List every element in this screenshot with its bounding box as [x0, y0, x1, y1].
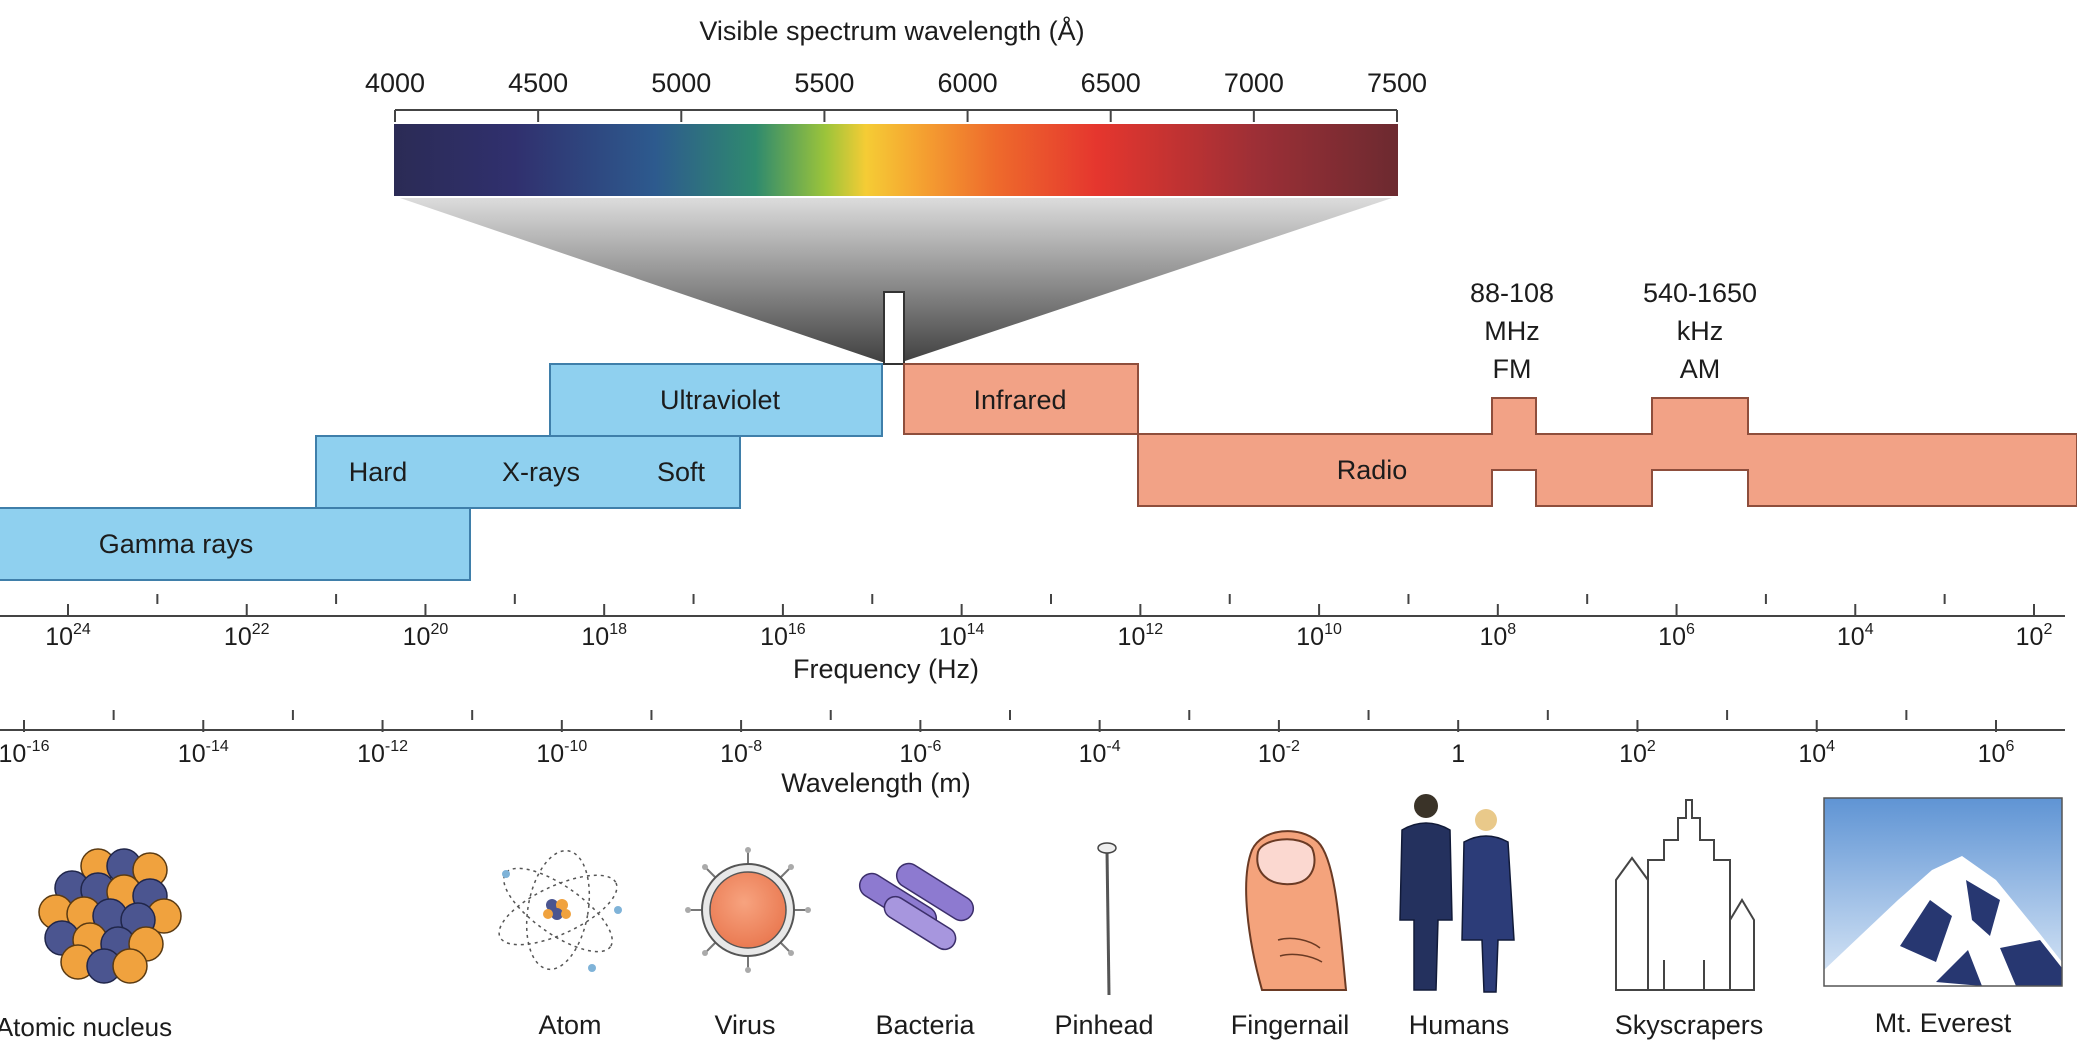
ultraviolet-band [549, 363, 883, 437]
axis-tick-label: 10-2 [1258, 738, 1300, 768]
fm-unit-label: MHz [1484, 316, 1540, 346]
radio-band [1137, 397, 2077, 507]
gamma-rays-label: Gamma rays [99, 529, 254, 559]
fingernail-label: Fingernail [1231, 1010, 1350, 1040]
frequency-axis-label: Frequency (Hz) [793, 654, 979, 684]
atomic-nucleus-icon [38, 848, 182, 984]
axis-tick-label: 1012 [1118, 621, 1164, 651]
axis-tick-label: 10-16 [0, 738, 50, 768]
humans-label: Humans [1409, 1010, 1510, 1040]
atom-icon [498, 849, 618, 971]
fingernail-icon [1245, 830, 1348, 991]
spectrum-tick-label: 4000 [365, 68, 425, 98]
axis-tick-label: 10-6 [899, 738, 941, 768]
wavelength-axis-tick-labels: 10-16 10-14 10-12 10-10 10-8 10-6 10-4 10-2 1 102… [0, 738, 2014, 768]
wavelength-axis-ticks [23, 710, 1997, 732]
frequency-axis-ticks [67, 594, 2035, 616]
visible-window-marker [883, 291, 905, 365]
axis-tick-label: 1010 [1296, 621, 1342, 651]
skyscrapers-icon [1615, 799, 1755, 991]
mountain-icon [1823, 797, 2063, 987]
visible-spectrum-bar [394, 124, 1398, 196]
axis-tick-label: 10-4 [1079, 738, 1121, 768]
bacteria-icon [858, 862, 975, 951]
axis-tick-label: 10-14 [178, 738, 229, 768]
axis-tick-label: 108 [1479, 621, 1516, 651]
axis-tick-label: 1024 [45, 621, 91, 651]
spectrum-tick-label: 7000 [1224, 68, 1284, 98]
ultraviolet-label: Ultraviolet [660, 385, 781, 415]
spectrum-tick-label: 4500 [508, 68, 568, 98]
radio-label: Radio [1337, 455, 1408, 485]
wavelength-axis-label: Wavelength (m) [781, 768, 971, 798]
frequency-axis-tick-labels: 1024 1022 1020 1018 1016 1014 1012 1010 108 106 10… [45, 621, 2052, 651]
axis-tick-label: 1022 [224, 621, 270, 651]
atom-label: Atom [538, 1010, 601, 1040]
axis-tick-label: 104 [1837, 621, 1874, 651]
fm-label: FM [1493, 354, 1532, 384]
axis-tick-label: 102 [1619, 738, 1656, 768]
infrared-band [903, 363, 1139, 435]
pinhead-icon [1097, 842, 1117, 996]
axis-tick-label: 106 [1658, 621, 1695, 651]
axis-tick-label: 102 [2016, 621, 2053, 651]
gamma-rays-band [0, 507, 471, 581]
am-label: AM [1680, 354, 1721, 384]
axis-tick-label: 10-12 [357, 738, 408, 768]
virus-icon [685, 847, 811, 973]
x-rays-label: X-rays [502, 457, 580, 487]
spectrum-tick-label: 6500 [1081, 68, 1141, 98]
bacteria-label: Bacteria [875, 1010, 975, 1040]
axis-tick-label: 106 [1978, 738, 2015, 768]
axis-tick-label: 1016 [760, 621, 806, 651]
spectrum-tick-label: 5000 [651, 68, 711, 98]
x-rays-band [315, 435, 741, 509]
atomic-nucleus-label: Atomic nucleus [0, 1012, 172, 1042]
axis-tick-label: 1018 [581, 621, 627, 651]
spectrum-tick-label: 6000 [938, 68, 998, 98]
axis-tick-label: 1 [1451, 740, 1465, 768]
spectrum-tick-label: 5500 [794, 68, 854, 98]
spectrum-scale-ticks: 4000 4500 5000 5500 6000 6500 7000 7500 [365, 68, 1427, 122]
skyscrapers-label: Skyscrapers [1615, 1010, 1764, 1040]
axis-tick-label: 1014 [939, 621, 985, 651]
spectrum-tick-label: 7500 [1367, 68, 1427, 98]
soft-xray-label: Soft [657, 457, 706, 487]
am-range-label: 540-1650 [1643, 278, 1757, 308]
fm-range-label: 88-108 [1470, 278, 1554, 308]
virus-label: Virus [714, 1010, 775, 1040]
axis-tick-label: 10-8 [720, 738, 762, 768]
axis-tick-label: 10-10 [536, 738, 587, 768]
mt-everest-label: Mt. Everest [1875, 1008, 2012, 1038]
am-unit-label: kHz [1677, 316, 1724, 346]
axis-tick-label: 104 [1798, 738, 1835, 768]
hard-xray-label: Hard [349, 457, 408, 487]
spectrum-title: Visible spectrum wavelength (Å) [699, 15, 1084, 46]
axis-tick-label: 1020 [403, 621, 449, 651]
visible-spectrum-projection-cone [400, 198, 1392, 362]
pinhead-label: Pinhead [1054, 1010, 1153, 1040]
humans-icon [1399, 794, 1515, 993]
infrared-label: Infrared [973, 385, 1066, 415]
